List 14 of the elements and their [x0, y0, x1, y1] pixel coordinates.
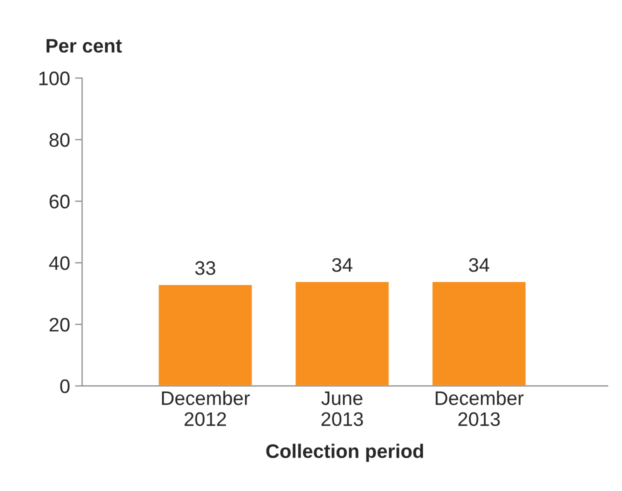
y-axis-title: Per cent	[46, 39, 122, 53]
data-label: 34	[468, 258, 490, 272]
y-tick-label: 0	[60, 379, 70, 394]
x-tick-label: December 2013	[436, 390, 524, 426]
data-label: 34	[332, 258, 352, 272]
x-axis-title: Collection period	[266, 444, 424, 462]
x-tick-label: June 2013	[321, 392, 363, 426]
y-tick-label: 80	[50, 133, 70, 147]
y-tick-label: 40	[49, 256, 70, 270]
data-label: 33	[195, 261, 216, 275]
y-tick-label: 20	[50, 318, 70, 332]
x-tick-label: December 2012	[162, 390, 250, 426]
y-tick-label: 60	[50, 194, 70, 208]
y-tick-label: 100	[39, 72, 70, 86]
